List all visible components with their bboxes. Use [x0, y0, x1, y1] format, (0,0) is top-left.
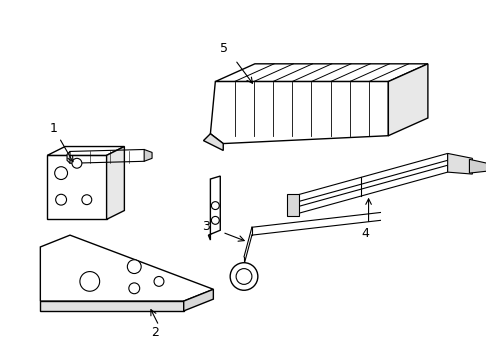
Circle shape [72, 158, 81, 168]
Circle shape [154, 276, 163, 286]
Polygon shape [387, 64, 427, 136]
Polygon shape [41, 235, 213, 301]
Text: 2: 2 [151, 325, 159, 338]
Text: 5: 5 [220, 42, 228, 55]
Polygon shape [203, 134, 223, 150]
Polygon shape [47, 156, 106, 219]
Circle shape [55, 167, 67, 180]
Circle shape [211, 202, 219, 210]
Polygon shape [47, 147, 124, 156]
Polygon shape [215, 64, 427, 82]
Polygon shape [294, 165, 447, 215]
Circle shape [230, 263, 257, 290]
Circle shape [81, 195, 92, 204]
Polygon shape [41, 301, 183, 311]
Circle shape [128, 283, 140, 294]
Circle shape [236, 269, 251, 284]
Circle shape [56, 194, 66, 205]
Text: 4: 4 [361, 227, 369, 240]
Polygon shape [210, 82, 387, 144]
Polygon shape [294, 153, 447, 203]
Circle shape [127, 260, 141, 274]
Polygon shape [106, 147, 124, 219]
Circle shape [211, 216, 219, 224]
Text: 1: 1 [49, 122, 57, 135]
Polygon shape [183, 289, 213, 311]
Polygon shape [67, 152, 70, 163]
Polygon shape [286, 194, 299, 216]
Polygon shape [208, 176, 220, 240]
Polygon shape [468, 159, 486, 173]
Text: 3: 3 [202, 220, 210, 233]
Circle shape [80, 271, 100, 291]
Polygon shape [144, 149, 152, 161]
Polygon shape [447, 153, 471, 174]
